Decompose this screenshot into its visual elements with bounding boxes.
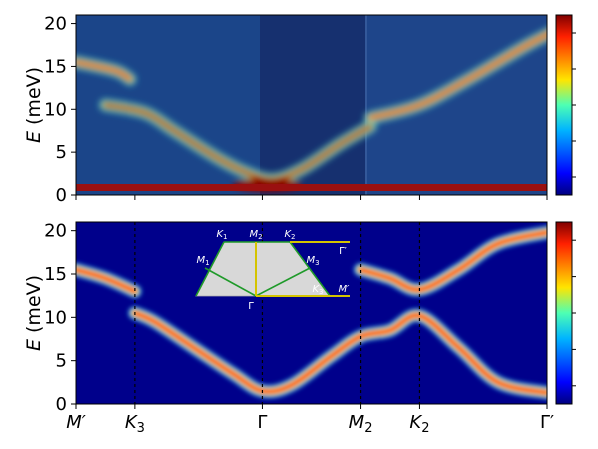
bz-point-label: M1 xyxy=(196,255,209,267)
x-tick-label: M2 xyxy=(349,412,373,436)
top-panel: 0 5 10 15 20 E (meV) xyxy=(23,14,576,206)
bottom-bands xyxy=(76,225,547,400)
bottom-x-axis: M′ K3 Γ M2 K2 Γ′ xyxy=(66,404,554,436)
band-line xyxy=(76,267,138,294)
band-line xyxy=(368,32,547,120)
top-x-ticks xyxy=(75,195,548,200)
bz-point-label: M3 xyxy=(306,255,319,267)
y-tick-label: 5 xyxy=(56,142,67,163)
band-glow-group xyxy=(76,225,547,400)
bottom-ylabel: E (meV) xyxy=(23,275,45,351)
bz-point-label: Γ′ xyxy=(339,246,348,257)
y-tick-label: 10 xyxy=(44,307,67,328)
top-bands xyxy=(76,27,547,192)
band-line xyxy=(103,103,373,182)
top-colorbar xyxy=(555,14,573,196)
band-line xyxy=(358,230,547,292)
bz-point-label: K2 xyxy=(284,229,295,241)
bz-point-label: Γ xyxy=(248,301,254,312)
y-tick-label: 0 xyxy=(56,394,67,415)
bz-point-label: M′ xyxy=(339,284,351,295)
bottom-heatmap xyxy=(76,222,547,404)
y-tick-label: 10 xyxy=(44,99,67,120)
y-tick-label: 15 xyxy=(44,264,67,285)
top-ylabel: E (meV) xyxy=(23,67,45,143)
bz-point-label: K3 xyxy=(312,284,323,296)
brillouin-zone-inset: K1 M2 K2 M1 M3 Γ′ K3 M′ Γ xyxy=(195,229,350,312)
top-colorbar-ticks xyxy=(572,32,576,178)
elastic-line xyxy=(76,184,547,191)
bottom-colorbar xyxy=(555,221,573,405)
y-tick-label: 0 xyxy=(56,185,67,206)
bottom-y-axis: 0 5 10 15 20 xyxy=(44,221,76,415)
x-tick-label: Γ′ xyxy=(540,412,554,433)
top-y-axis: 0 5 10 15 20 xyxy=(44,14,76,206)
x-tick-label: M′ xyxy=(66,412,86,433)
x-tick-label: Γ xyxy=(257,412,267,433)
bottom-colorbar-ticks xyxy=(572,239,576,387)
x-tick-label: K3 xyxy=(125,412,145,436)
bz-point-label: M2 xyxy=(249,229,262,241)
band-line xyxy=(76,60,132,82)
bz-labels: K1 M2 K2 M1 M3 Γ′ K3 M′ Γ xyxy=(196,229,350,312)
y-tick-label: 20 xyxy=(44,221,67,242)
bz-point-label: K1 xyxy=(216,229,227,241)
bottom-panel: 0 5 10 15 20 M′ K3 Γ M2 K2 Γ′ E (meV) K1 M2 K2 M1 M3 Γ… xyxy=(23,221,576,436)
y-tick-label: 15 xyxy=(44,56,67,77)
top-heatmap xyxy=(76,15,547,195)
y-tick-label: 5 xyxy=(56,351,67,372)
x-tick-label: K2 xyxy=(409,412,429,436)
y-tick-label: 20 xyxy=(44,14,67,35)
band-line xyxy=(132,310,547,395)
